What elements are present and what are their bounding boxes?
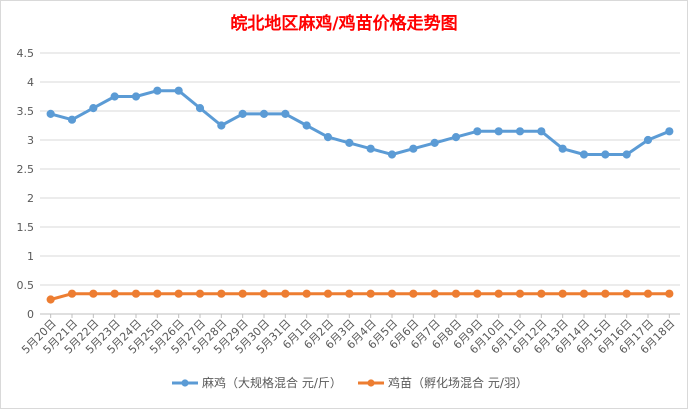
data-point xyxy=(537,289,546,298)
y-tick-label: 4 xyxy=(27,76,34,89)
legend-entry-label: 麻鸡（大规格混合 元/斤） xyxy=(202,375,342,390)
data-point xyxy=(366,144,375,153)
data-point xyxy=(345,138,354,147)
data-point xyxy=(558,289,567,298)
data-point xyxy=(174,86,183,95)
data-point xyxy=(89,104,98,113)
data-point xyxy=(153,86,162,95)
data-point xyxy=(366,289,375,298)
data-point xyxy=(558,144,567,153)
data-point xyxy=(238,289,247,298)
y-tick-label: 2 xyxy=(27,192,34,205)
y-tick-label: 1 xyxy=(27,250,34,263)
data-point xyxy=(131,289,141,298)
data-point xyxy=(451,133,461,142)
data-point xyxy=(451,289,461,298)
data-point xyxy=(579,150,589,159)
data-point xyxy=(622,289,631,298)
y-tick-label: 4.5 xyxy=(17,47,35,60)
data-point xyxy=(195,289,205,298)
data-point xyxy=(387,289,397,298)
y-tick-label: 3 xyxy=(27,134,34,147)
data-point xyxy=(89,289,98,298)
data-point xyxy=(323,289,333,298)
legend-swatch-marker xyxy=(181,379,189,387)
y-tick-label: 0 xyxy=(27,308,34,321)
data-point xyxy=(643,135,653,145)
data-point xyxy=(515,127,525,136)
data-point xyxy=(387,150,397,159)
data-point xyxy=(430,138,439,147)
data-point xyxy=(302,289,311,298)
legend-entry-label: 鸡苗（孵化场混合 元/羽） xyxy=(388,375,528,390)
y-tick-label: 0.5 xyxy=(17,279,35,292)
data-point xyxy=(131,92,141,101)
data-point xyxy=(302,121,311,130)
y-tick-label: 1.5 xyxy=(17,221,35,234)
data-point xyxy=(345,289,354,298)
series-line-1 xyxy=(50,89,670,156)
data-point xyxy=(174,289,183,298)
data-point xyxy=(259,109,269,119)
series-line-2 xyxy=(50,292,670,301)
data-point xyxy=(601,289,610,298)
data-point xyxy=(665,289,674,298)
data-point xyxy=(430,289,439,298)
data-point xyxy=(110,92,119,101)
data-point xyxy=(622,150,631,159)
data-point xyxy=(217,289,226,298)
data-point xyxy=(259,289,269,298)
data-point xyxy=(238,109,247,119)
data-point xyxy=(46,295,55,304)
data-point xyxy=(494,289,503,298)
data-point xyxy=(281,109,290,119)
data-point xyxy=(153,289,162,298)
data-point xyxy=(473,127,482,136)
data-point xyxy=(494,127,503,136)
data-point xyxy=(323,133,333,142)
data-point xyxy=(409,289,418,298)
data-point xyxy=(515,289,525,298)
data-point xyxy=(601,150,610,159)
data-point xyxy=(643,289,653,298)
data-point xyxy=(195,104,205,113)
data-point xyxy=(281,289,290,298)
data-point xyxy=(46,109,55,119)
data-point xyxy=(473,289,482,298)
chart-title: 皖北地区麻鸡/鸡苗价格走势图 xyxy=(230,14,458,34)
data-point xyxy=(537,127,546,136)
data-point xyxy=(579,289,589,298)
data-point xyxy=(110,289,119,298)
y-tick-label: 3.5 xyxy=(17,105,35,118)
y-tick-label: 2.5 xyxy=(17,163,35,176)
data-point xyxy=(67,115,77,124)
data-point xyxy=(67,289,77,298)
data-point xyxy=(217,121,226,130)
data-point xyxy=(665,127,674,136)
data-point xyxy=(409,144,418,153)
legend-swatch-marker xyxy=(367,379,375,387)
